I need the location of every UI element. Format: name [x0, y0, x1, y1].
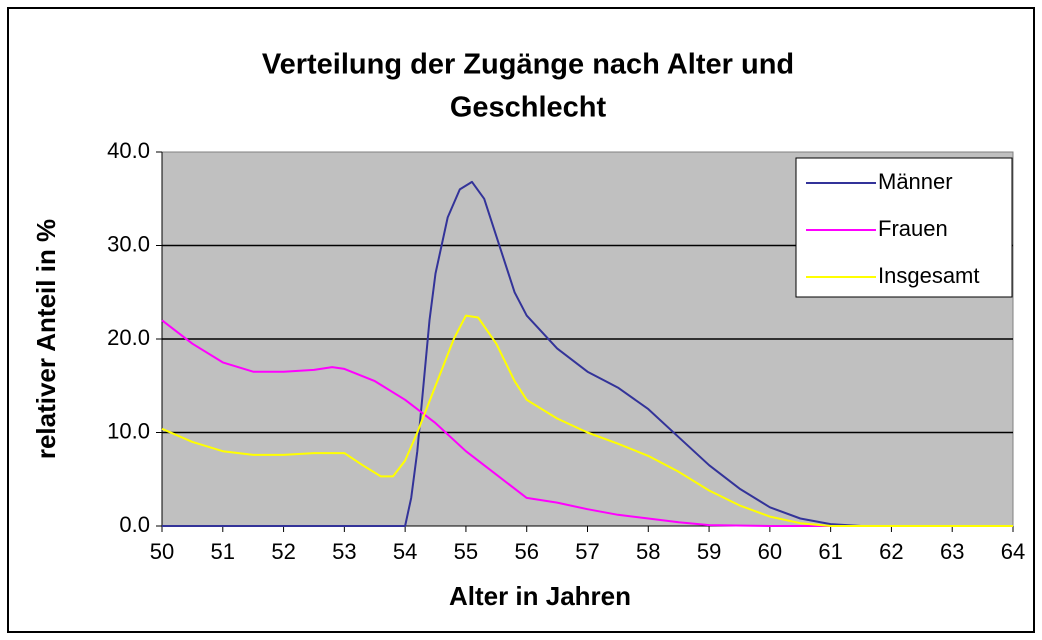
legend-label: Männer — [878, 169, 953, 194]
y-tick-label: 10.0 — [107, 418, 150, 443]
chart-title: Geschlecht — [450, 92, 607, 124]
x-tick-label: 61 — [818, 539, 842, 564]
x-tick-label: 53 — [332, 539, 356, 564]
line-series — [161, 319, 1013, 527]
x-tick-label: 55 — [454, 539, 478, 564]
x-tick-label: 56 — [514, 539, 538, 564]
x-tick-label: 63 — [940, 539, 964, 564]
x-tick-label: 52 — [271, 539, 295, 564]
y-tick-label: 40.0 — [107, 138, 150, 163]
y-tick-label: 0.0 — [119, 512, 150, 537]
x-tick-label: 64 — [1001, 539, 1025, 564]
x-tick-label: 62 — [879, 539, 903, 564]
x-axis-label: Alter in Jahren — [449, 581, 631, 611]
line-series — [162, 180, 1013, 527]
x-tick-label: 51 — [211, 539, 235, 564]
x-tick-label: 60 — [758, 539, 782, 564]
x-tick-label: 50 — [150, 539, 174, 564]
x-tick-label: 57 — [575, 539, 599, 564]
line-series — [161, 314, 1013, 527]
legend-label: Frauen — [878, 216, 948, 241]
y-axis-label: relativer Anteil in % — [31, 219, 61, 459]
legend-label: Insgesamt — [878, 263, 980, 288]
chart-title: Verteilung der Zugänge nach Alter und — [262, 49, 794, 81]
legend-box — [795, 157, 1013, 298]
x-tick-label: 59 — [697, 539, 721, 564]
y-tick-label: 20.0 — [107, 325, 150, 350]
x-tick-label: 58 — [636, 539, 660, 564]
y-tick-label: 30.0 — [107, 231, 150, 256]
x-tick-label: 54 — [393, 539, 417, 564]
